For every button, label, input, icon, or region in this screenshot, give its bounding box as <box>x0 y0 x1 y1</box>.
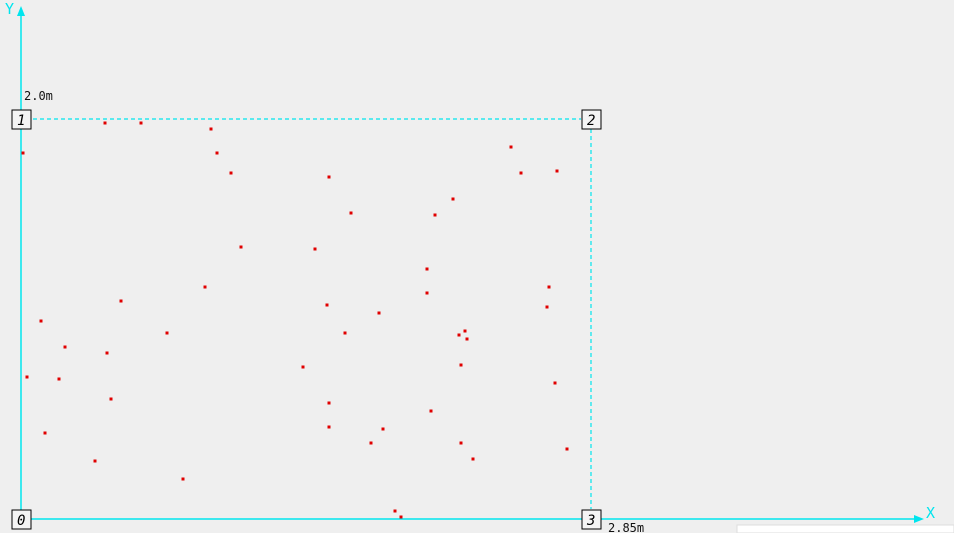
scatter-point <box>43 431 47 435</box>
scatter-point <box>119 299 123 303</box>
scatter-point <box>181 477 185 481</box>
scatter-point <box>209 127 213 131</box>
scatter-point <box>509 145 513 149</box>
scatter-point <box>457 333 461 337</box>
scatter-point <box>343 331 347 335</box>
height-label: 2.0m <box>24 89 53 103</box>
scatter-point <box>203 285 207 289</box>
scatter-point <box>393 509 397 513</box>
corner-label: 3 <box>586 513 595 529</box>
scatter-point <box>399 515 403 519</box>
scatter-point <box>139 121 143 125</box>
corner-label: 2 <box>587 113 595 129</box>
scatter-point <box>63 345 67 349</box>
scatter-point <box>105 351 109 355</box>
scatter-point <box>313 247 317 251</box>
scatter-point <box>327 401 331 405</box>
scatter-point <box>57 377 61 381</box>
corner-marker-1: 1 <box>11 109 32 130</box>
scatter-point <box>377 311 381 315</box>
scatter-point <box>25 375 29 379</box>
corner-marker-3: 3 <box>581 509 602 530</box>
scatter-point <box>565 447 569 451</box>
x-axis-label: X <box>926 504 935 522</box>
scatter-point <box>21 151 25 155</box>
scatter-point <box>425 291 429 295</box>
scatter-point <box>165 331 169 335</box>
y-axis-label: Y <box>5 0 14 18</box>
scatter-point <box>215 151 219 155</box>
scatter-point <box>451 197 455 201</box>
corner-label: 0 <box>17 513 25 529</box>
scatter-point <box>519 171 523 175</box>
corner-marker-2: 2 <box>581 109 602 130</box>
corner-label: 1 <box>17 113 25 129</box>
scatter-point <box>465 337 469 341</box>
scatter-point <box>547 285 551 289</box>
width-label: 2.85m <box>608 521 644 533</box>
scatter-point <box>103 121 107 125</box>
scatter-point <box>459 363 463 367</box>
scatter-point <box>555 169 559 173</box>
scatter-point <box>327 175 331 179</box>
scatter-points <box>21 121 569 519</box>
scatter-point <box>39 319 43 323</box>
scatter-point <box>93 459 97 463</box>
scatter-point <box>553 381 557 385</box>
scatter-point <box>429 409 433 413</box>
scatter-point <box>327 425 331 429</box>
scatter-point <box>463 329 467 333</box>
scatter-point <box>381 427 385 431</box>
scatter-point <box>433 213 437 217</box>
scatter-point <box>301 365 305 369</box>
scatter-point <box>459 441 463 445</box>
scatter-point <box>229 171 233 175</box>
scatter-point <box>471 457 475 461</box>
scatter-point <box>239 245 243 249</box>
scatter-point <box>109 397 113 401</box>
x-axis-arrow-icon <box>914 515 924 523</box>
y-axis-arrow-icon <box>17 6 25 16</box>
scatter-point <box>425 267 429 271</box>
scatter-point <box>349 211 353 215</box>
status-strip <box>736 524 954 533</box>
corner-marker-0: 0 <box>11 509 32 530</box>
scatter-point <box>369 441 373 445</box>
scatter-point <box>325 303 329 307</box>
scatter-point <box>545 305 549 309</box>
